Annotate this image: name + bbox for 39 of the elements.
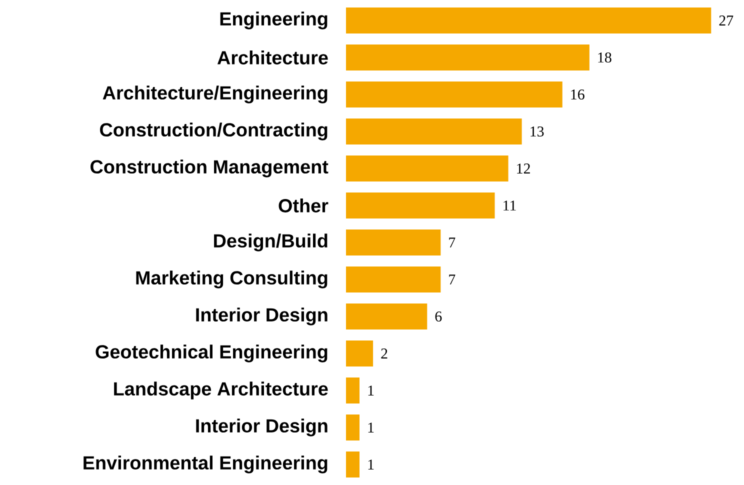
y-tick-label: Marketing Consulting [136, 270, 328, 288]
data-label: 1 [368, 460, 374, 470]
y-tick-label: Construction Management [90, 160, 328, 178]
bar [346, 118, 522, 145]
data-label: 7 [449, 238, 456, 248]
y-tick-label: Design/Build [214, 234, 328, 252]
data-label: 1 [368, 386, 374, 396]
y-tick-label: Architecture [217, 50, 328, 64]
data-label: 27 [719, 16, 734, 26]
bar [346, 378, 360, 404]
bar [346, 82, 562, 108]
data-label: 13 [530, 126, 544, 137]
bar [346, 340, 374, 367]
y-tick-label: Geotechnical Engineering [96, 344, 328, 362]
y-tick-label: Other [278, 198, 328, 212]
bar [346, 452, 360, 478]
data-label: 18 [598, 52, 612, 63]
y-tick-label: Engineering [220, 12, 328, 30]
data-label: 1 [368, 422, 374, 432]
y-tick-label: Environmental Engineering [84, 456, 328, 474]
bar [346, 230, 441, 256]
bar [346, 414, 360, 441]
y-tick-label: Construction/Contracting [100, 122, 328, 140]
data-label: 11 [504, 200, 516, 210]
bar [346, 156, 508, 182]
data-label: 7 [449, 274, 456, 284]
bar [346, 44, 590, 70]
y-tick-label: Architecture/Engineering [102, 86, 328, 104]
data-label: 6 [435, 311, 442, 322]
data-label: 2 [381, 348, 388, 358]
bar [346, 192, 495, 219]
data-label: 12 [517, 164, 530, 174]
y-tick-label: Interior Design [196, 308, 328, 326]
bar [346, 8, 712, 34]
bar [346, 304, 428, 330]
bar [346, 266, 441, 293]
data-label: 16 [571, 89, 584, 100]
y-tick-label: Landscape Architecture [114, 382, 328, 400]
y-tick-label: Interior Design [196, 418, 328, 436]
